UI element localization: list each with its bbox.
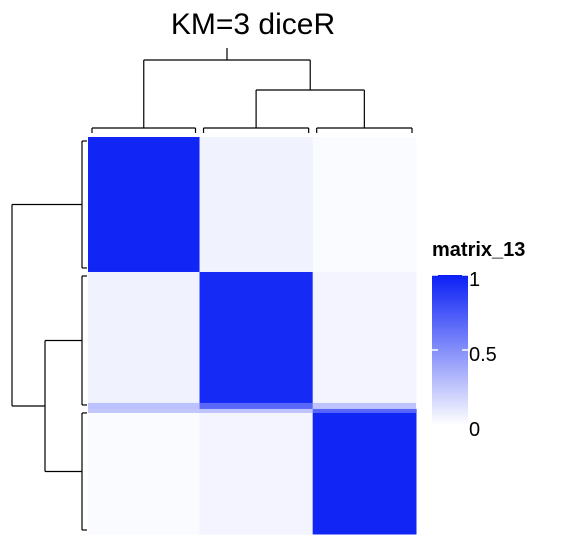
heatmap-body <box>88 137 417 535</box>
heatmap-block-3-1 <box>88 408 201 535</box>
legend-tick-label-0: 0 <box>469 419 481 441</box>
chart-title: KM=3 diceR <box>170 8 336 41</box>
heatmap-block-3-3 <box>312 408 417 535</box>
heatmap-block-1-3 <box>312 137 417 273</box>
legend-tick-label-1: 1 <box>469 269 481 291</box>
heatmap-block-2-2 <box>199 271 314 410</box>
heatmap-transition-band <box>88 402 416 413</box>
legend-title: matrix_13 <box>432 239 526 261</box>
heatmap-block-3-2 <box>199 408 314 535</box>
column-dendrogram <box>91 48 413 133</box>
heatmap-block-2-3 <box>312 271 417 410</box>
legend-tick-label-0-5: 0.5 <box>469 344 497 366</box>
heatmap-block-2-1 <box>88 271 201 410</box>
heatmap-block-1-2 <box>199 137 314 273</box>
row-dendrogram <box>11 140 87 531</box>
heatmap-block-1-1 <box>88 137 201 273</box>
legend <box>432 274 468 426</box>
